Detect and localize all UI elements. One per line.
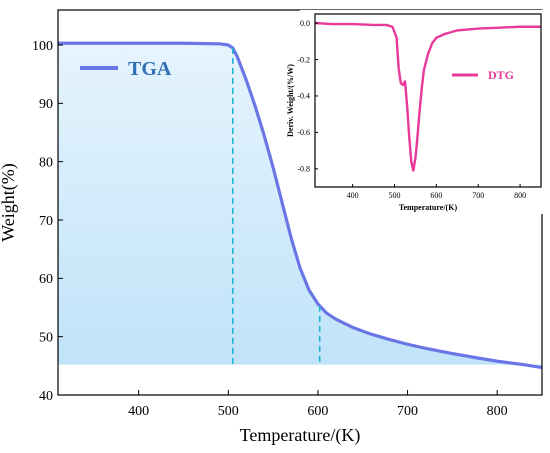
y-tick-label: 80 bbox=[39, 156, 53, 171]
legend-label: TGA bbox=[128, 58, 172, 80]
x-axis-title: Temperature/(K) bbox=[399, 203, 458, 212]
main-plot: 400 500 600 700 800 40 50 60 70 80 90 100 Temperatur… bbox=[0, 9, 543, 446]
y-tick-label: -0.4 bbox=[297, 92, 310, 101]
y-tick-label: 0.0 bbox=[300, 19, 310, 28]
y-tick-label: -0.8 bbox=[297, 165, 310, 174]
y-tick-label: 70 bbox=[39, 214, 53, 229]
y-tick-label: 60 bbox=[39, 272, 53, 287]
x-tick-label: 700 bbox=[397, 404, 418, 419]
x-tick-label: 800 bbox=[487, 404, 508, 419]
y-tick-label: 100 bbox=[32, 39, 53, 54]
series-line-0 bbox=[314, 21, 541, 172]
plot-frame bbox=[314, 13, 542, 188]
x-tick-label: 500 bbox=[389, 191, 401, 200]
y-axis-title: Weight(%) bbox=[0, 163, 19, 242]
y-axis-title: Deriv. Weight/(%/W) bbox=[286, 64, 295, 137]
series-line-0 bbox=[58, 41, 543, 370]
y-tick-label: 40 bbox=[39, 389, 53, 404]
x-tick-label: 400 bbox=[347, 191, 359, 200]
y-tick-label: 50 bbox=[39, 331, 53, 346]
x-tick-label: 600 bbox=[430, 191, 442, 200]
x-tick-label: 500 bbox=[218, 404, 239, 419]
x-tick-label: 700 bbox=[472, 191, 484, 200]
inset-background bbox=[300, 10, 546, 214]
y-tick-label: -0.6 bbox=[297, 128, 310, 137]
area-fill bbox=[58, 43, 542, 368]
y-tick-label: -0.2 bbox=[297, 55, 310, 64]
inset-plot: 400 500 600 700 800 0.0 -0.2 -0.4 -0.6 -0.8 Temper… bbox=[286, 10, 546, 214]
x-tick-label: 400 bbox=[128, 404, 149, 419]
x-tick-label: 600 bbox=[307, 404, 328, 419]
x-axis-title: Temperature/(K) bbox=[240, 425, 361, 446]
legend-label: DTG bbox=[488, 68, 514, 82]
y-tick-label: 90 bbox=[39, 97, 53, 112]
x-tick-label: 800 bbox=[514, 191, 526, 200]
